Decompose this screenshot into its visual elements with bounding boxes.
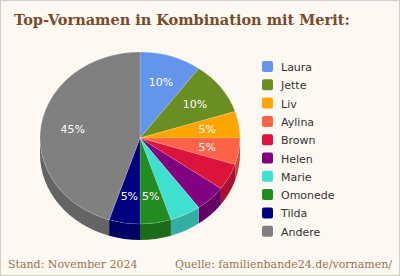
plot — [40, 52, 240, 240]
data-label: 5% — [142, 190, 159, 203]
annotation: Quelle: familienbande24.de/vornamen/ — [175, 258, 392, 271]
legend-swatch — [262, 98, 273, 109]
annotation: Stand: November 2024 — [8, 258, 138, 271]
legend-label: Marie — [281, 171, 312, 184]
legend-swatch — [262, 116, 273, 127]
pie-top — [40, 52, 240, 224]
data-label: 5% — [121, 190, 138, 203]
background — [1, 1, 400, 276]
legend-item: Liv — [262, 98, 297, 111]
data-label: 45% — [61, 123, 85, 136]
legend-label: Andere — [281, 226, 321, 239]
legend-label: Helen — [281, 153, 313, 166]
legend-item: Marie — [262, 171, 312, 184]
data-label: 5% — [198, 123, 215, 136]
chart: Top-Vornamen in Kombination mit Merit: 10… — [0, 0, 400, 276]
legend-swatch — [262, 153, 273, 164]
slice — [140, 111, 240, 138]
legend-item: Omonede — [262, 189, 335, 202]
legend-item: Laura — [262, 61, 312, 74]
legend-item: Jette — [262, 79, 307, 92]
legend-label: Aylina — [281, 116, 314, 129]
legend-label: Liv — [281, 98, 297, 111]
legend-item: Tilda — [262, 207, 307, 220]
legend-item: Aylina — [262, 116, 314, 129]
legend-swatch — [262, 207, 273, 218]
slice — [140, 138, 171, 224]
legend-swatch — [262, 226, 273, 237]
data-label: 10% — [149, 76, 173, 89]
legend-label: Brown — [281, 134, 316, 147]
legend-swatch — [262, 79, 273, 90]
title: Top-Vornamen in Kombination mit Merit: — [14, 11, 350, 28]
legend-swatch — [262, 61, 273, 72]
data-label: 5% — [198, 141, 215, 154]
data-label: 10% — [183, 98, 207, 111]
legend-swatch — [262, 171, 273, 182]
legend-swatch — [262, 189, 273, 200]
legend-label: Tilda — [280, 207, 307, 220]
legend-item: Brown — [262, 134, 316, 147]
legend-label: Omonede — [281, 189, 335, 202]
legend-label: Laura — [281, 61, 312, 74]
legend-item: Helen — [262, 153, 313, 166]
legend-swatch — [262, 134, 273, 145]
legend: Laura Jette Liv Aylina Brown Helen Marie Omoned… — [262, 61, 335, 239]
slice — [40, 52, 140, 220]
legend-item: Andere — [262, 226, 321, 239]
legend-label: Jette — [280, 79, 307, 92]
